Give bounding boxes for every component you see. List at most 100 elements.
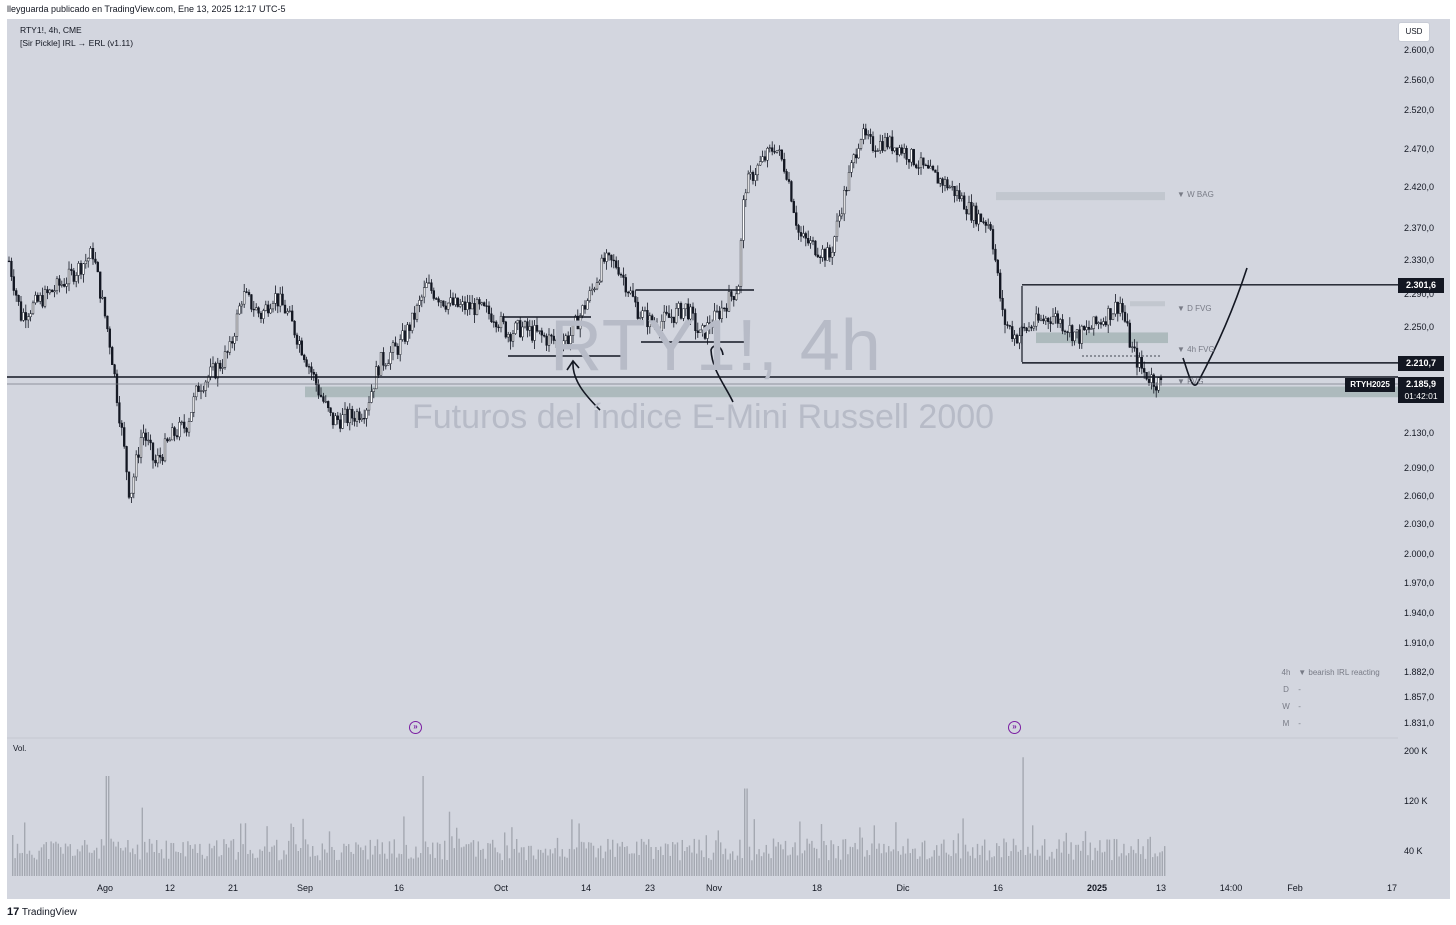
candle-body (547, 334, 551, 346)
volume-bar (60, 847, 62, 876)
volume-bar (849, 846, 851, 876)
volume-bar (189, 845, 191, 876)
volume-bar (938, 855, 940, 876)
volume-bar (1087, 855, 1089, 876)
volume-bar (662, 855, 664, 876)
volume-bar (943, 839, 945, 876)
candle-body (329, 407, 332, 413)
volume-bar (158, 852, 160, 876)
volume-bar (417, 857, 419, 876)
currency-button[interactable]: USD (1398, 22, 1430, 42)
candle-body (406, 324, 409, 342)
volume-bar (448, 811, 451, 876)
candle-body (1042, 318, 1045, 322)
volume-bar (477, 841, 479, 876)
volume-bar (160, 849, 163, 876)
candle-body (790, 181, 793, 202)
volume-bar (748, 846, 751, 876)
candle-body (466, 302, 469, 310)
candle-body (1023, 326, 1026, 329)
candle-body (10, 260, 13, 277)
volume-bar (88, 852, 91, 876)
volume-bar (885, 852, 887, 876)
volume-bar (283, 850, 285, 876)
volume-bar (643, 841, 645, 876)
candle-body (754, 174, 757, 181)
volume-bar (818, 858, 820, 876)
volume-bar (1051, 851, 1053, 876)
volume-bar (712, 852, 715, 876)
volume-bar (1020, 849, 1022, 876)
candle-body (1059, 319, 1062, 324)
volume-bar (1000, 857, 1003, 876)
candle-body (869, 134, 872, 137)
candle-body (847, 172, 851, 191)
volume-bar (772, 838, 775, 876)
volume-bar (876, 848, 878, 876)
indicator-legend[interactable]: [Sir Pickle] IRL → ERL (v1.11) (20, 38, 134, 48)
volume-bar (1152, 857, 1154, 876)
candle-body (1126, 321, 1129, 324)
candle-body (214, 363, 217, 379)
candle-body (36, 294, 39, 302)
volume-bar (278, 860, 280, 876)
volume-bar (410, 857, 412, 876)
volume-bar (91, 852, 93, 876)
tradingview-logo-icon[interactable]: 17 TradingView (7, 906, 77, 918)
fast-forward-circle-icon[interactable]: » (1008, 721, 1021, 734)
volume-bar (124, 847, 127, 876)
volume-bar (28, 850, 31, 876)
candle-body (269, 308, 272, 314)
candle-body (1119, 303, 1122, 314)
volume-bar (105, 776, 107, 876)
candle-body (910, 149, 913, 163)
candle-body (185, 428, 188, 433)
volume-bar (1046, 859, 1048, 876)
candle-body (658, 328, 661, 331)
volume-bar (777, 842, 779, 876)
volume-bar (499, 853, 501, 876)
volume-bar (583, 842, 585, 876)
volume-bar (669, 855, 671, 876)
volume-bar (945, 852, 947, 876)
volume-bar (573, 849, 575, 876)
volume-bar (405, 844, 407, 876)
candle-body (15, 290, 18, 296)
volume-bar (597, 848, 599, 876)
fast-forward-circle-icon[interactable]: » (409, 721, 422, 734)
candle-body (495, 321, 498, 328)
volume-bar (957, 833, 959, 876)
candle-body (468, 302, 471, 310)
candle-body (718, 310, 721, 319)
candle-body (1063, 330, 1067, 333)
volume-bar (1072, 859, 1075, 876)
volume-bar (76, 849, 79, 876)
candle-body (735, 293, 738, 300)
candle-body (907, 159, 911, 163)
volume-bar (1027, 846, 1029, 876)
chart-area[interactable]: RTY1!, 4h, CME [Sir Pickle] IRL → ERL (v… (7, 19, 1450, 899)
volume-bar (904, 853, 907, 876)
candle-body (958, 190, 961, 199)
volume-bar (55, 841, 57, 876)
volume-bar (595, 857, 597, 876)
candle-body (603, 257, 606, 262)
level-tag-high: 2.301,6 (1398, 278, 1444, 293)
candle-body (936, 172, 939, 184)
candle-body (857, 148, 860, 159)
candle-body (96, 262, 99, 273)
volume-bar (633, 853, 635, 876)
volume-bar (232, 839, 235, 876)
volume-bar (676, 842, 679, 876)
candle-body (845, 189, 848, 192)
candle-body (670, 316, 673, 319)
candle-body (394, 342, 397, 347)
candle-body (763, 156, 767, 161)
candle-body (382, 352, 385, 366)
volume-title[interactable]: Vol. (13, 744, 27, 753)
symbol-legend[interactable]: RTY1!, 4h, CME (20, 25, 82, 35)
volume-bar (1024, 855, 1027, 876)
volume-bar (84, 840, 86, 876)
price-chart[interactable] (7, 19, 1450, 899)
volume-bar (427, 847, 429, 876)
